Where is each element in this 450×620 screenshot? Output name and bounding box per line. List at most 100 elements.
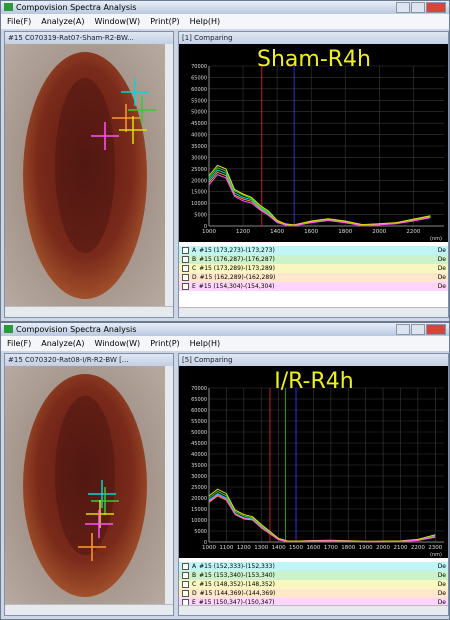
- y-tick-label: 55000: [191, 98, 207, 104]
- checkbox[interactable]: [182, 247, 189, 254]
- legend-row[interactable]: A#15 (173,273)-(173,273) De: [179, 246, 448, 255]
- menu-bar: File(F) Analyze(A) Window(W) Print(P) Help(H…: [1, 336, 449, 351]
- x-tick-label: 1500: [289, 545, 303, 551]
- checkbox[interactable]: [182, 581, 189, 588]
- legend-row[interactable]: B#15 (176,287)-(176,287)De: [179, 255, 448, 264]
- y-tick-label: 60000: [191, 408, 207, 414]
- truncated-column: De: [438, 273, 446, 282]
- truncated-column: De: [438, 562, 446, 571]
- truncated-column: De: [438, 589, 446, 598]
- menu-item[interactable]: Print(P): [150, 17, 179, 26]
- y-tick-label: 45000: [191, 441, 207, 447]
- y-tick-label: 20000: [191, 178, 207, 184]
- title-bar: Compovision Spectra Analysis: [1, 1, 449, 14]
- menu-item[interactable]: Window(W): [94, 17, 140, 26]
- chart-panel-title: [5] Comparing: [179, 354, 448, 366]
- horizontal-scrollbar[interactable]: [179, 307, 448, 317]
- y-tick-label: 40000: [191, 133, 207, 139]
- horizontal-scrollbar[interactable]: [5, 604, 173, 615]
- series-letter: A: [192, 247, 196, 254]
- series-name: #15 (154,304)-(154,304): [199, 283, 275, 290]
- vertical-scrollbar[interactable]: [165, 366, 173, 605]
- series-letter: D: [192, 274, 197, 281]
- legend-row[interactable]: D#15 (162,289)-(162,289) De: [179, 273, 448, 282]
- series-letter: B: [192, 572, 196, 579]
- horizontal-scrollbar[interactable]: [179, 605, 448, 615]
- checkbox[interactable]: [182, 274, 189, 281]
- y-tick-label: 50000: [191, 110, 207, 116]
- menu-item[interactable]: Analyze(A): [41, 17, 84, 26]
- screenshot: Compovision Spectra Analysis File(F) Analy…: [0, 0, 450, 620]
- series-name: #15 (173,273)-(173,273): [199, 247, 275, 254]
- legend-row[interactable]: A#15 (152,333)-(152,333)De: [179, 562, 448, 571]
- x-tick-label: 2100: [393, 545, 407, 551]
- legend-row[interactable]: B#15 (153,340)-(153,340)De: [179, 571, 448, 580]
- y-tick-label: 30000: [191, 155, 207, 161]
- menu-bar: File(F) Analyze(A) Window(W) Print(P) Help(H…: [1, 14, 449, 29]
- truncated-column: De: [438, 580, 446, 589]
- x-tick-label: 1400: [270, 229, 284, 235]
- legend-row[interactable]: E#15 (154,304)-(154,304)De: [179, 282, 448, 291]
- y-tick-label: 65000: [191, 75, 207, 81]
- image-panel: #15 C070319-Rat07-Sham-R2-BW...: [4, 31, 174, 318]
- x-tick-label: 1000: [202, 545, 216, 551]
- menu-item[interactable]: Analyze(A): [41, 339, 84, 348]
- spectra-chart: 0500010000150002000025000300003500040000…: [179, 44, 448, 242]
- image-panel-title: #15 C070319-Rat07-Sham-R2-BW...: [5, 32, 173, 44]
- y-tick-label: 10000: [191, 201, 207, 207]
- menu-item[interactable]: File(F): [7, 339, 31, 348]
- vertical-scrollbar[interactable]: [165, 44, 173, 307]
- x-tick-label: 1600: [306, 545, 320, 551]
- menu-item[interactable]: Window(W): [94, 339, 140, 348]
- x-tick-label: 2000: [376, 545, 390, 551]
- window-controls: [395, 324, 446, 334]
- maximize-button[interactable]: [411, 2, 425, 13]
- x-tick-label: 1200: [237, 545, 251, 551]
- x-tick-label: 1200: [236, 229, 250, 235]
- series-name: #15 (176,287)-(176,287): [199, 256, 275, 263]
- y-tick-label: 20000: [191, 496, 207, 502]
- series-name: #15 (148,352)-(148,352): [199, 581, 275, 588]
- menu-item[interactable]: Help(H): [190, 339, 221, 348]
- menu-item[interactable]: Print(P): [150, 339, 179, 348]
- series-name: #15 (162,289)-(162,289): [200, 274, 276, 281]
- checkbox[interactable]: [182, 563, 189, 570]
- legend-row[interactable]: C#15 (173,289)-(173,289)De: [179, 264, 448, 273]
- y-tick-label: 50000: [191, 430, 207, 436]
- checkbox[interactable]: [182, 572, 189, 579]
- menu-item[interactable]: Help(H): [190, 17, 221, 26]
- x-tick-label: 1700: [324, 545, 338, 551]
- series-name: #15 (173,289)-(173,289): [199, 265, 275, 272]
- close-button[interactable]: [426, 324, 446, 335]
- y-tick-label: 70000: [191, 64, 207, 70]
- chart-title: Sham-R4h: [257, 47, 371, 72]
- x-tick-label: 1000: [202, 229, 216, 235]
- x-tick-label: 1400: [272, 545, 286, 551]
- truncated-column: De: [438, 571, 446, 580]
- legend-row[interactable]: D#15 (144,369)-(144,369)De: [179, 589, 448, 598]
- checkbox[interactable]: [182, 590, 189, 597]
- minimize-button[interactable]: [396, 2, 410, 13]
- rat-image: [5, 44, 165, 307]
- checkbox[interactable]: [182, 265, 189, 272]
- x-tick-label: 2000: [372, 229, 386, 235]
- x-tick-label: 2200: [406, 229, 420, 235]
- legend-row[interactable]: C#15 (148,352)-(148,352)De: [179, 580, 448, 589]
- series-letter: B: [192, 256, 196, 263]
- series-letter: C: [192, 265, 196, 272]
- series-letter: D: [192, 590, 197, 597]
- minimize-button[interactable]: [396, 324, 410, 335]
- menu-item[interactable]: File(F): [7, 17, 31, 26]
- truncated-column: De: [438, 246, 446, 255]
- close-button[interactable]: [426, 2, 446, 13]
- maximize-button[interactable]: [411, 324, 425, 335]
- checkbox[interactable]: [182, 283, 189, 290]
- app-window: Compovision Spectra Analysis File(F) Analy…: [0, 0, 450, 322]
- horizontal-scrollbar[interactable]: [5, 306, 173, 317]
- checkbox[interactable]: [182, 256, 189, 263]
- window-controls: [395, 2, 446, 12]
- y-tick-label: 25000: [191, 167, 207, 173]
- x-tick-label: 1600: [304, 229, 318, 235]
- x-tick-label: 1300: [254, 545, 268, 551]
